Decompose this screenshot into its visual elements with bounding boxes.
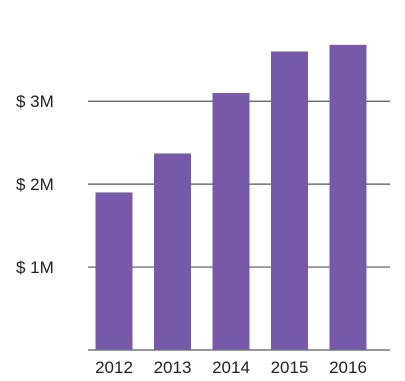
x-tick-label: 2013 [154, 358, 192, 377]
y-tick-label: $ 3M [16, 92, 54, 111]
bar-2013 [154, 153, 191, 350]
x-axis-ticks: 2012 2013 2014 2015 2016 [95, 358, 367, 377]
bars [95, 44, 367, 351]
x-tick-label: 2012 [95, 358, 133, 377]
bar-2016 [329, 44, 367, 350]
bar-2012 [95, 192, 133, 350]
y-tick-label: $ 2M [16, 175, 54, 194]
x-tick-label: 2014 [212, 358, 250, 377]
y-tick-label: $ 1M [16, 258, 54, 277]
bar-2014 [212, 92, 250, 351]
x-tick-label: 2015 [271, 358, 309, 377]
y-axis-ticks: $ 1M $ 2M $ 3M [16, 92, 54, 277]
bar-2015 [271, 51, 308, 351]
x-tick-label: 2016 [329, 358, 367, 377]
